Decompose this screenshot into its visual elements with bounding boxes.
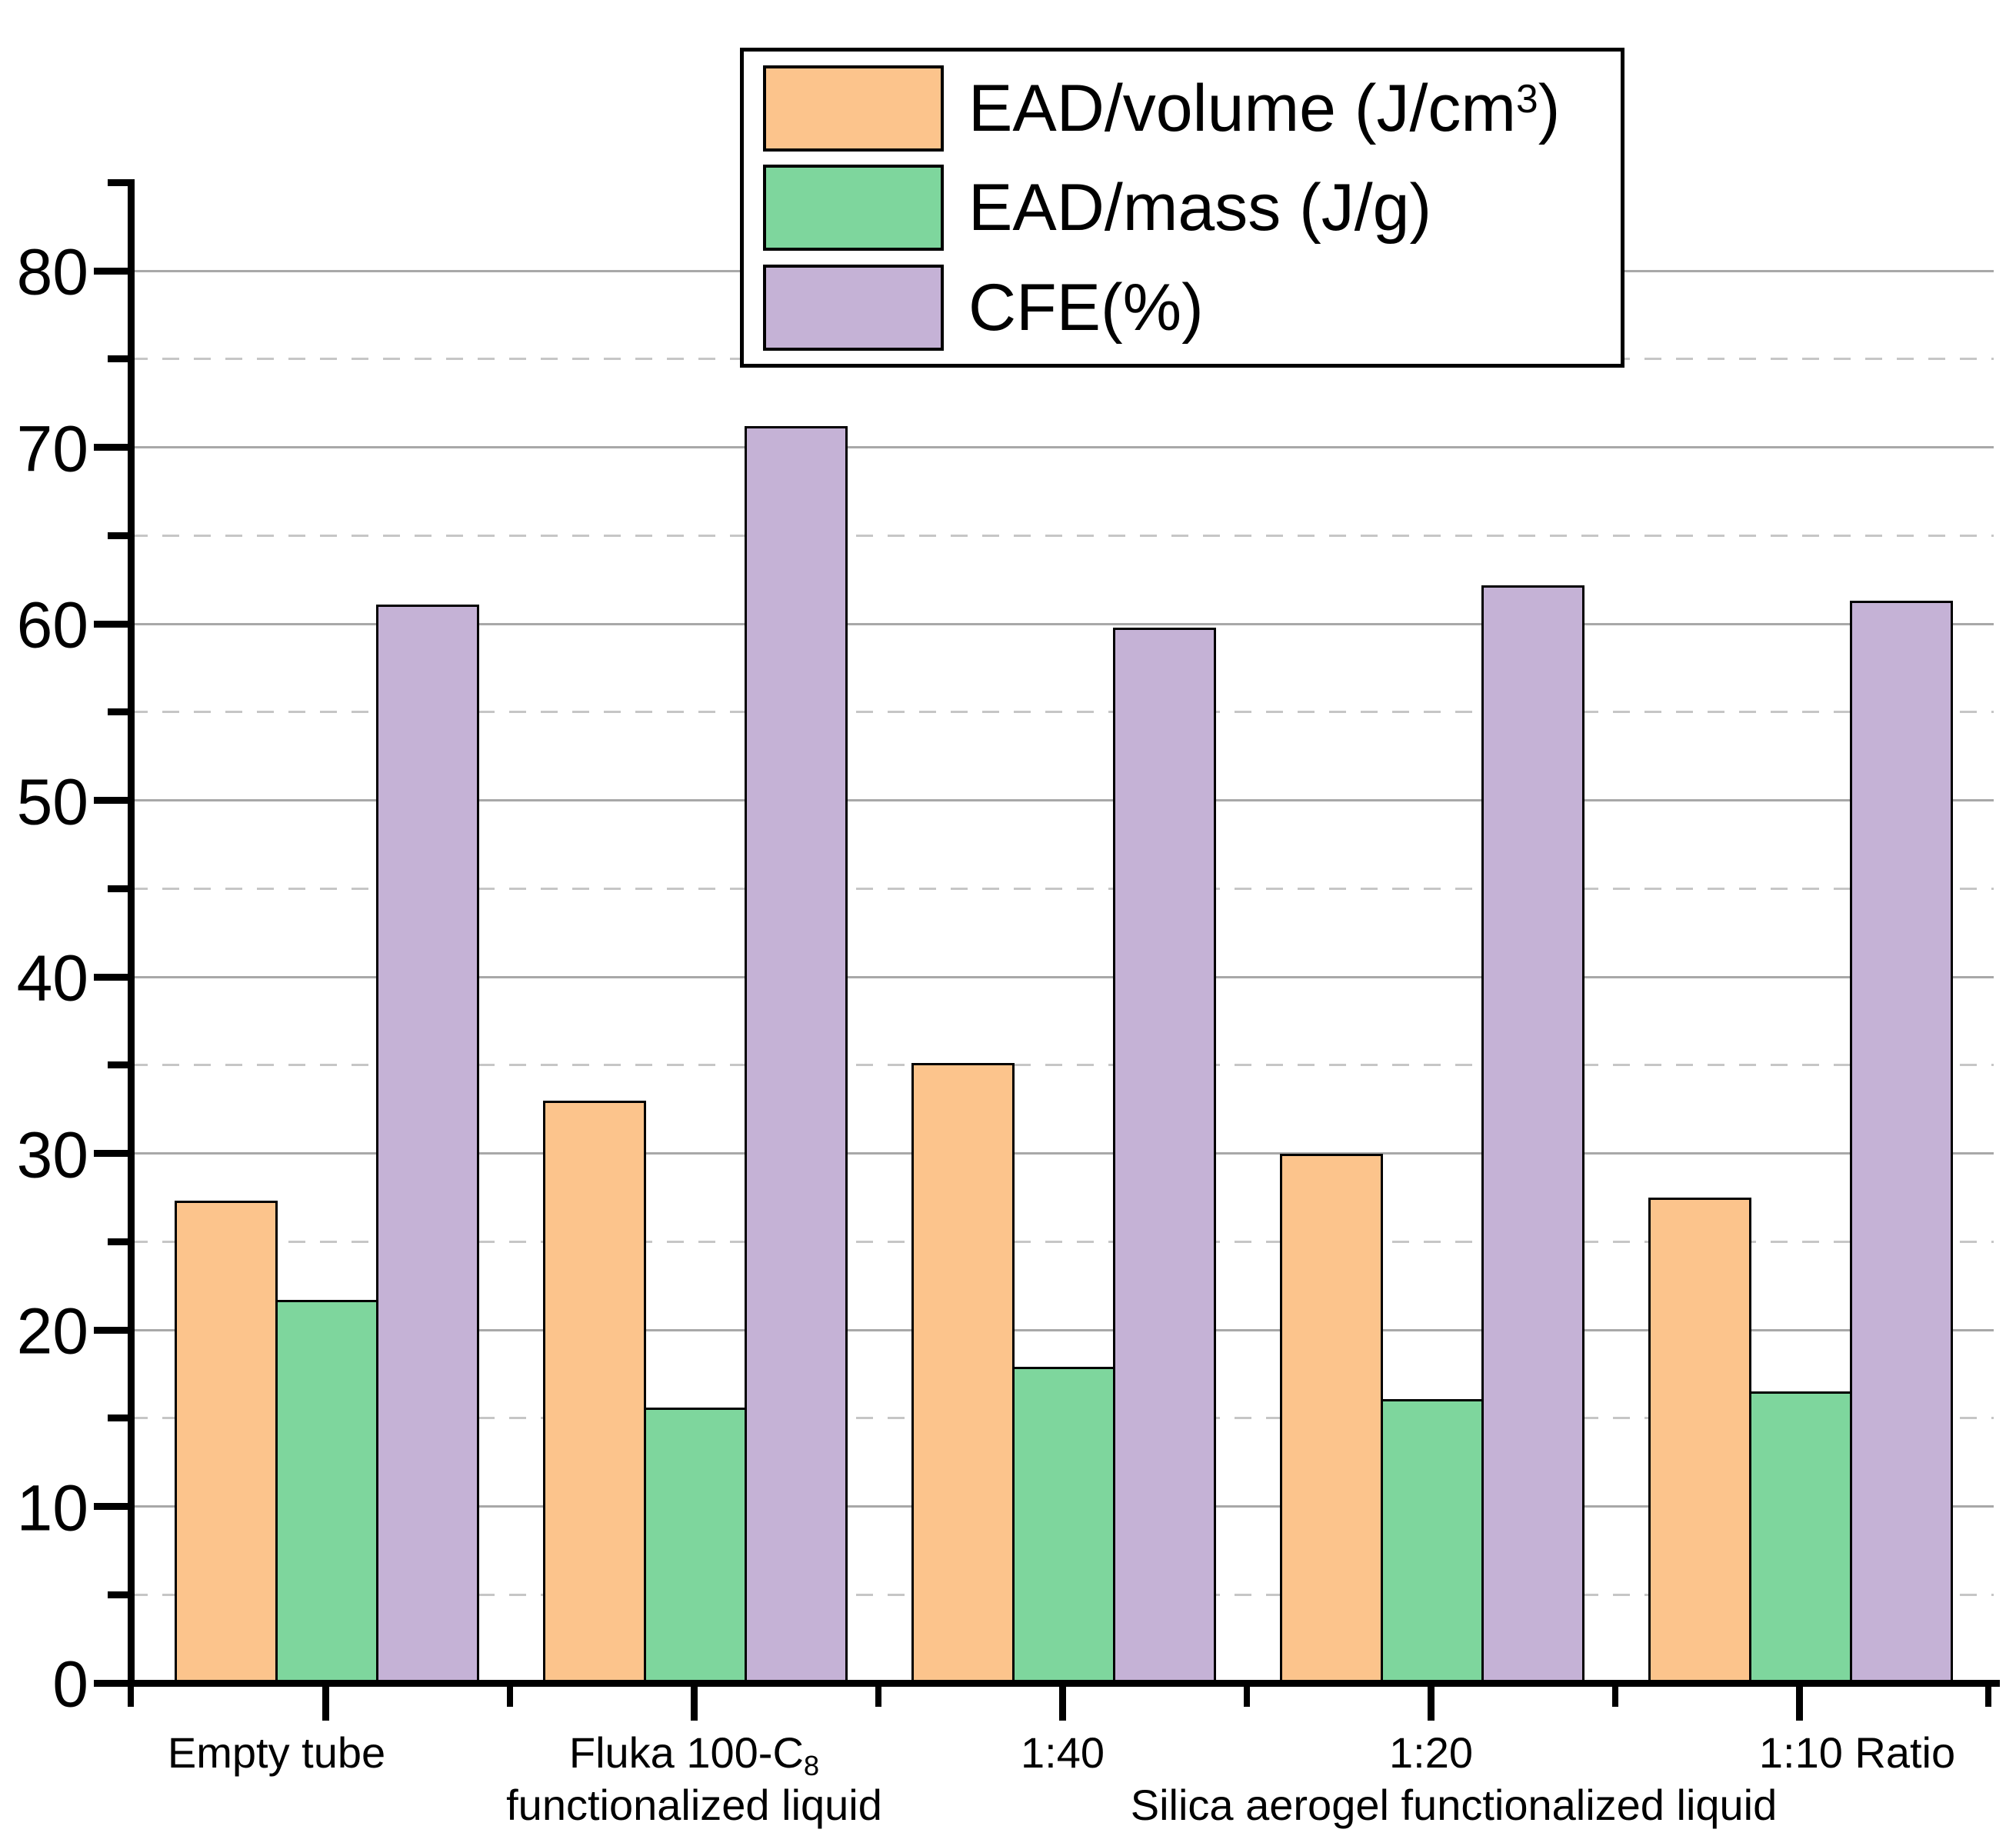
gridline-minor	[131, 1240, 1994, 1243]
legend-label-text: )	[1538, 71, 1561, 145]
legend-label-text: EAD/mass (J/g)	[968, 171, 1432, 245]
bar-series1-group2	[543, 1100, 646, 1685]
y-minor-tick	[108, 178, 128, 186]
legend: EAD/volume (J/cm3) EAD/mass (J/g) CFE(%)	[740, 48, 1624, 368]
x-category-label-subscript: 8	[803, 1750, 820, 1782]
y-major-tick	[94, 1150, 128, 1157]
y-tick-label: 50	[16, 765, 88, 838]
bar-series3-group2	[745, 425, 848, 1685]
y-major-tick	[94, 444, 128, 451]
x-category-label-line2: functionalized liquid	[506, 1781, 882, 1829]
bar-series3-group4	[1481, 585, 1584, 1685]
gridline-minor	[131, 887, 1994, 890]
x-minor-tick	[1985, 1686, 1991, 1707]
x-category-label-text: 1:40	[1021, 1728, 1105, 1777]
bar-series1-group3	[911, 1063, 1015, 1685]
x-minor-tick	[128, 1686, 134, 1707]
y-tick-label: 40	[16, 941, 88, 1015]
legend-label-text: EAD/volume (J/cm	[968, 71, 1517, 145]
gridline-major	[131, 446, 1994, 448]
x-minor-tick	[507, 1686, 513, 1707]
legend-swatch-1	[763, 65, 944, 152]
y-minor-tick	[108, 1238, 128, 1245]
bar-series1-group1	[175, 1201, 278, 1685]
x-minor-tick	[875, 1686, 881, 1707]
legend-entry-3: CFE(%)	[744, 264, 1621, 351]
y-minor-tick	[108, 708, 128, 716]
bar-series1-group5	[1648, 1197, 1751, 1685]
gridline-major	[131, 975, 1994, 978]
x-category-label-text: Fluka 100-C	[568, 1728, 804, 1777]
bar-series3-group3	[1113, 627, 1216, 1685]
gridline-minor	[131, 534, 1994, 537]
bar-series2-group5	[1749, 1391, 1852, 1685]
bar-series2-group2	[644, 1407, 747, 1685]
x-major-tick	[1059, 1686, 1066, 1721]
y-tick-label: 70	[16, 412, 88, 485]
bar-series2-group1	[275, 1299, 378, 1685]
gridline-major	[131, 1328, 1994, 1331]
gridline-major	[131, 799, 1994, 801]
x-major-tick	[691, 1686, 698, 1721]
x-category-label: Empty tube	[168, 1728, 385, 1778]
y-minor-tick	[108, 1061, 128, 1069]
legend-label-text: CFE(%)	[968, 270, 1204, 345]
x-axis-spine	[102, 1679, 2000, 1687]
legend-label-1: EAD/volume (J/cm3)	[968, 75, 1560, 142]
x-category-label: 1:40	[1021, 1728, 1105, 1778]
x-category-label: 1:20	[1389, 1728, 1473, 1778]
y-axis-spine	[128, 179, 135, 1687]
y-tick-label: 20	[16, 1295, 88, 1368]
x-major-tick	[1428, 1686, 1435, 1721]
x-category-label-text: 1:20	[1389, 1728, 1473, 1777]
y-major-tick	[94, 267, 128, 275]
bar-series3-group5	[1850, 601, 1953, 1685]
legend-label-3: CFE(%)	[968, 275, 1204, 341]
gridline-minor	[131, 1064, 1994, 1067]
x-category-label-text: 1:10 Ratio	[1758, 1728, 1956, 1777]
x-category-label: 1:10 Ratio	[1759, 1728, 1955, 1778]
y-minor-tick	[108, 1591, 128, 1598]
x-minor-tick	[1612, 1686, 1618, 1707]
y-major-tick	[94, 620, 128, 628]
y-minor-tick	[108, 885, 128, 892]
bar-series2-group3	[1012, 1367, 1115, 1685]
y-major-tick	[94, 1326, 128, 1334]
bar-series2-group4	[1381, 1398, 1484, 1685]
y-tick-label: 30	[16, 1118, 88, 1191]
x-category-label: Fluka 100-C8	[568, 1728, 820, 1782]
y-minor-tick	[108, 531, 128, 539]
bar-series3-group1	[376, 604, 479, 1685]
legend-entry-2: EAD/mass (J/g)	[744, 165, 1621, 251]
legend-swatch-2	[763, 165, 944, 251]
gridline-major	[131, 1152, 1994, 1155]
y-tick-label: 60	[16, 588, 88, 661]
legend-entry-1: EAD/volume (J/cm3)	[744, 65, 1621, 152]
legend-swatch-3	[763, 264, 944, 351]
bar-series1-group4	[1280, 1153, 1383, 1685]
y-tick-label: 0	[52, 1648, 88, 1721]
y-minor-tick	[108, 1414, 128, 1422]
y-tick-label: 80	[16, 235, 88, 308]
gridline-major	[131, 622, 1994, 625]
x-category-label-text: Empty tube	[167, 1728, 386, 1777]
y-major-tick	[94, 1503, 128, 1510]
y-major-tick	[94, 973, 128, 981]
x-minor-tick	[1244, 1686, 1250, 1707]
y-major-tick	[94, 797, 128, 804]
x-axis-group-annotation: Silica aerogel functionalized liquid	[1130, 1781, 1778, 1829]
y-tick-label: 10	[16, 1471, 88, 1544]
y-minor-tick	[108, 355, 128, 363]
legend-label-superscript: 3	[1516, 76, 1538, 122]
legend-label-2: EAD/mass (J/g)	[968, 175, 1431, 241]
x-major-tick	[1796, 1686, 1803, 1721]
x-major-tick	[322, 1686, 329, 1721]
gridline-minor	[131, 711, 1994, 714]
